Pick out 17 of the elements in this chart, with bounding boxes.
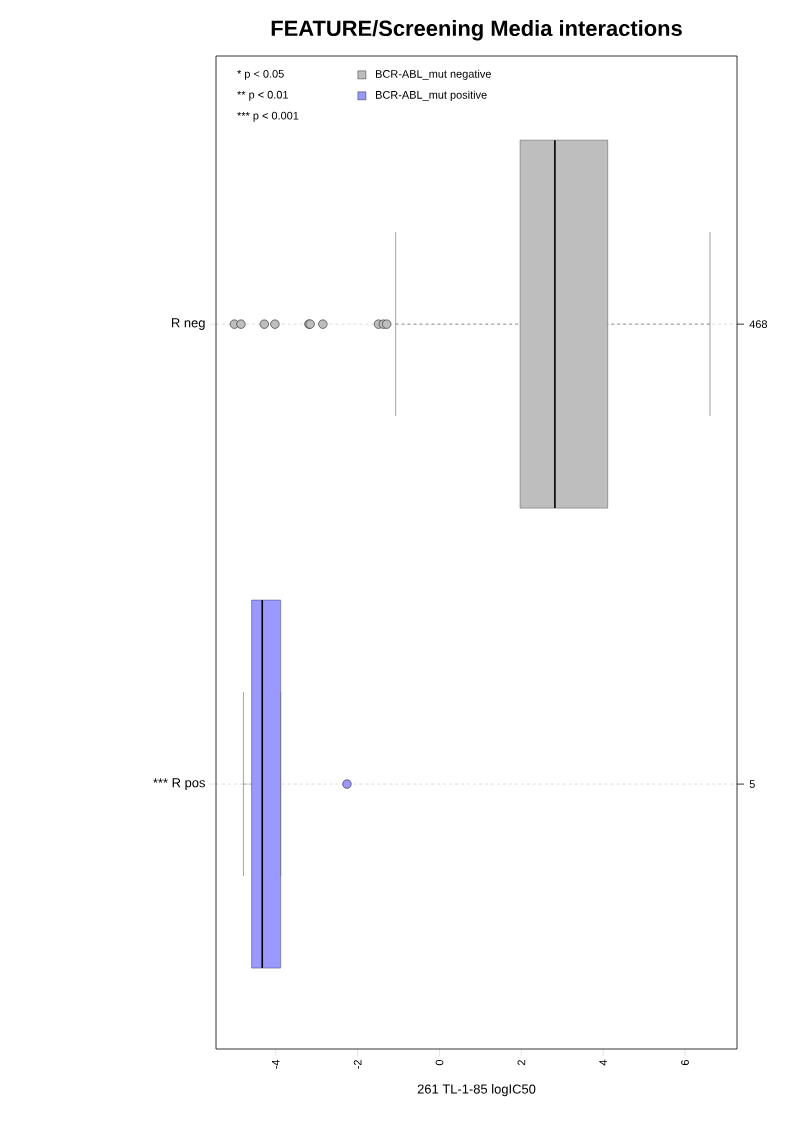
text: 468 [749, 320, 768, 329]
x-tick-label: 4 [599, 1059, 607, 1066]
annotation: *** p < 0.001 [237, 111, 299, 122]
legend-label: BCR-ABL_mut negative [376, 69, 491, 80]
legend-label: BCR-ABL_mut positive [376, 90, 487, 101]
annotation: * p < 0.05 [237, 69, 284, 80]
chart-title: FEATURE/Screening Media interactions [271, 19, 682, 41]
y-tick-label: *** R pos [153, 778, 205, 790]
x-tick-label: 2 [517, 1060, 526, 1066]
x-tick-label: -2 [353, 1060, 362, 1069]
x-tick-label: 6 [681, 1060, 689, 1066]
annotation: ** p < 0.01 [237, 90, 288, 101]
text: 5 [749, 780, 755, 788]
x-tick-label: 0 [435, 1059, 444, 1066]
y-tick-label: R neg [171, 318, 205, 330]
x-tick-label: -4 [271, 1059, 280, 1069]
x-axis-title: 261 TL-1-85 logIC50 [417, 1084, 536, 1097]
